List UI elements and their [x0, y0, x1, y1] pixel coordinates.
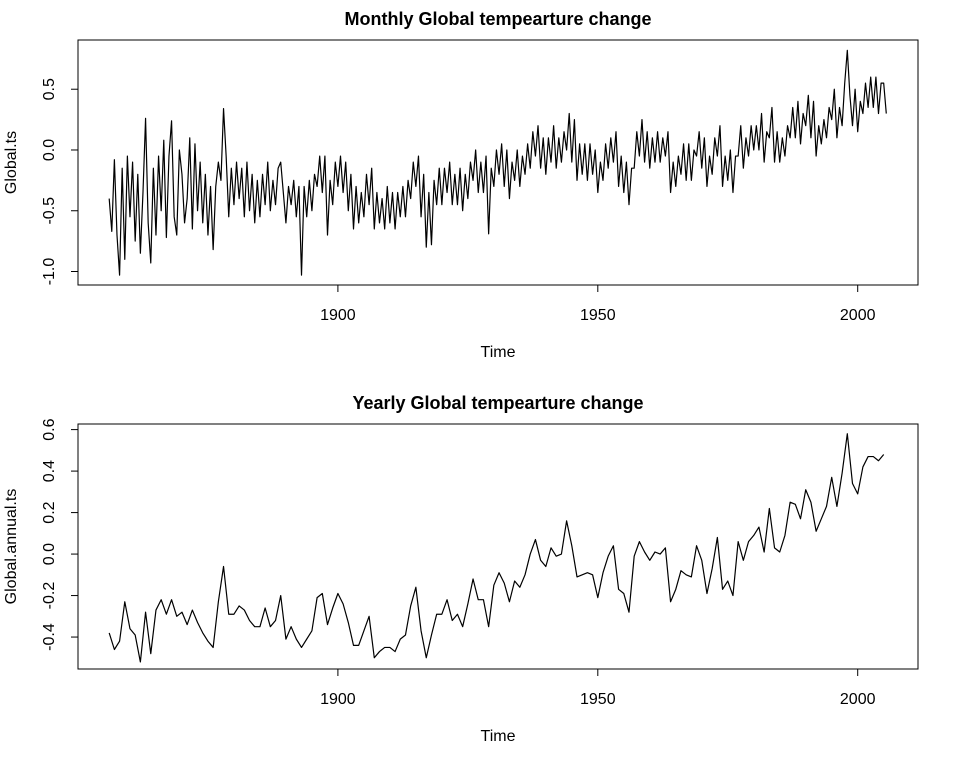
data-line [108, 49, 887, 276]
x-axis-label: Time [481, 344, 516, 361]
y-tick-label: 0.2 [41, 501, 58, 523]
y-tick-label: 0.0 [41, 139, 58, 161]
y-tick-label: 0.5 [41, 78, 58, 100]
x-tick-label: 2000 [840, 691, 876, 708]
y-tick-label: -0.5 [41, 197, 58, 225]
x-tick-label: 1900 [320, 307, 356, 324]
plot-frame [77, 423, 919, 670]
x-axis-label: Time [481, 728, 516, 745]
y-tick-label: -1.0 [41, 258, 58, 286]
x-tick-label: 1950 [580, 691, 616, 708]
y-tick-label: 0.0 [41, 543, 58, 565]
y-tick-label: -0.4 [41, 623, 58, 651]
chart-title: Monthly Global tempearture change [344, 9, 651, 29]
y-tick-label: 0.6 [41, 418, 58, 440]
data-line [108, 433, 885, 663]
chart-title: Yearly Global tempearture change [352, 393, 643, 413]
y-axis-label: Global.annual.ts [3, 489, 20, 605]
y-tick-label: 0.4 [41, 460, 58, 482]
x-tick-label: 2000 [840, 307, 876, 324]
x-tick-label: 1900 [320, 691, 356, 708]
x-tick-label: 1950 [580, 307, 616, 324]
y-axis-label: Global.ts [3, 131, 20, 194]
y-tick-label: -0.2 [41, 582, 58, 610]
